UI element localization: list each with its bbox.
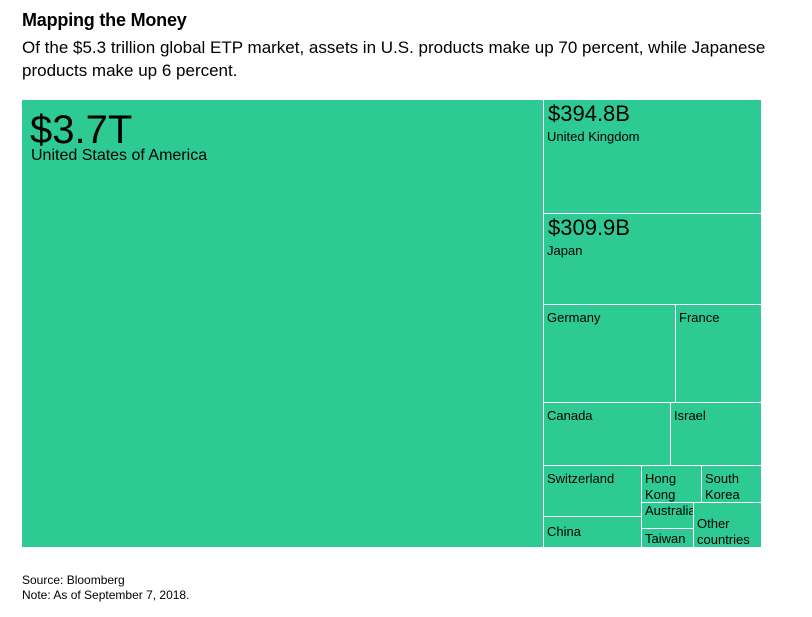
- tile-country-label: Switzerland: [547, 471, 615, 486]
- chart-subtitle: Of the $5.3 trillion global ETP market, …: [22, 38, 766, 80]
- chart-footer: Source: Bloomberg Note: As of September …: [22, 573, 189, 603]
- treemap-tile-canada: Canada: [544, 403, 671, 466]
- tile-country-label: Taiwan: [645, 531, 686, 546]
- tile-country-label: Hong Kong: [645, 471, 677, 502]
- tile-country-label: Australia: [645, 503, 694, 518]
- treemap: $3.7T United States of America $394.8B Unit…: [22, 100, 762, 548]
- treemap-tile-germany: Germany: [544, 305, 676, 403]
- tile-value-label: $394.8B: [548, 101, 630, 126]
- date-note: Note: As of September 7, 2018.: [22, 588, 190, 602]
- tile-country-label: Japan: [547, 243, 583, 258]
- tile-country-label: United States of America: [31, 147, 208, 164]
- tile-country-label: Other countries: [697, 516, 750, 547]
- treemap-tile-united-states-of-america: $3.7T United States of America: [22, 100, 544, 548]
- treemap-tile-japan: $309.9B Japan: [544, 214, 762, 305]
- treemap-tile-switzerland: Switzerland: [544, 466, 642, 517]
- tile-country-label: Canada: [547, 408, 593, 423]
- treemap-tile-china: China: [544, 517, 642, 548]
- tile-country-label: China: [547, 524, 581, 539]
- treemap-tile-south-korea: South Korea: [702, 466, 762, 503]
- tile-country-label: France: [679, 310, 720, 325]
- tile-country-label: South Korea: [705, 471, 740, 502]
- tile-value-label: $309.9B: [548, 215, 630, 240]
- treemap-tile-taiwan: Taiwan: [642, 529, 694, 548]
- tile-value-label: $3.7T: [30, 108, 133, 152]
- chart-title: Mapping the Money: [22, 10, 187, 30]
- treemap-tile-other-countries: Other countries: [694, 503, 762, 548]
- treemap-tile-hong-kong: Hong Kong: [642, 466, 702, 503]
- tile-country-label: Israel: [674, 408, 706, 423]
- tile-country-label: Germany: [547, 310, 601, 325]
- treemap-tile-australia: Australia: [642, 503, 694, 529]
- treemap-tile-france: France: [676, 305, 762, 403]
- treemap-tile-united-kingdom: $394.8B United Kingdom: [544, 100, 762, 214]
- source-note: Source: Bloomberg: [22, 573, 125, 587]
- treemap-tile-israel: Israel: [671, 403, 762, 466]
- tile-country-label: United Kingdom: [547, 129, 640, 144]
